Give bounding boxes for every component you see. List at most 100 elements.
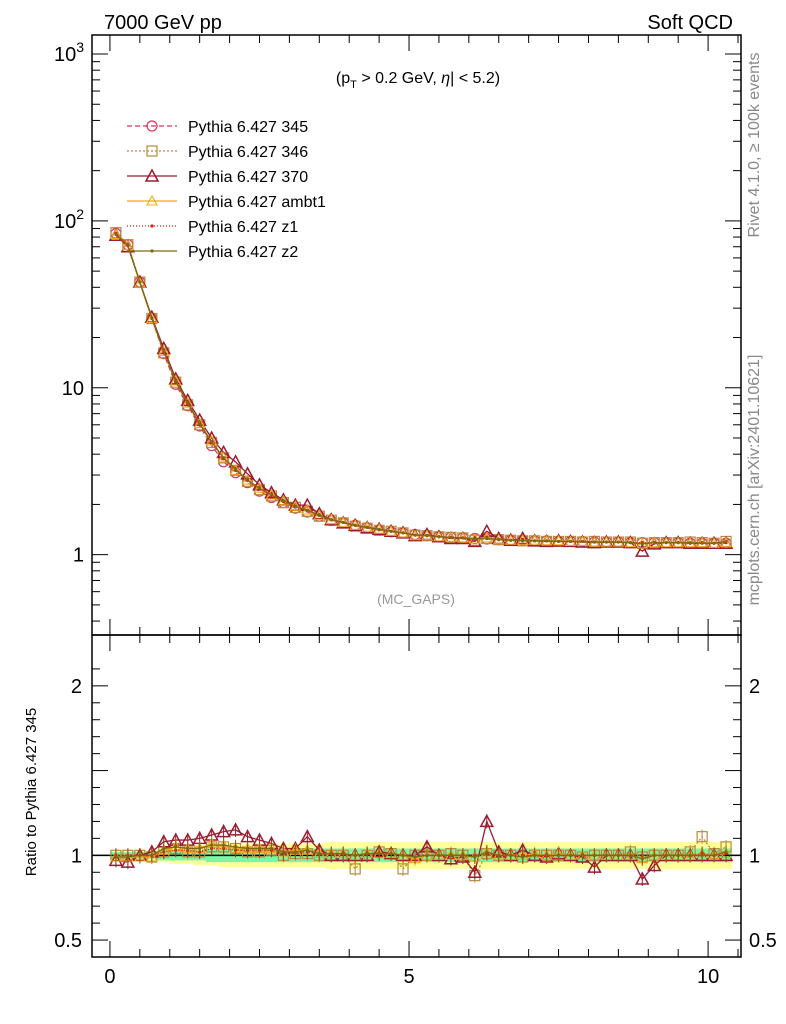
data-point (228, 454, 243, 468)
ratio-y-tick-label: 2 (71, 676, 82, 698)
ratio-series-group (108, 813, 734, 887)
data-point (712, 541, 716, 545)
ratio-point (635, 871, 650, 885)
data-point (157, 345, 170, 357)
header-left: 7000 GeV pp (104, 12, 222, 34)
data-point (329, 518, 333, 522)
ratio-y-tick-label: 0.5 (54, 930, 82, 952)
ratio-point (664, 853, 668, 857)
ratio-point (300, 829, 315, 843)
ratio-point (413, 855, 417, 859)
ratio-point (162, 846, 166, 851)
data-point (181, 396, 194, 408)
data-point (162, 349, 166, 353)
data-point (635, 543, 650, 557)
ratio-point (688, 853, 692, 857)
ratio-point (138, 853, 142, 857)
ratio-point (696, 831, 708, 843)
ratio-point (126, 855, 130, 859)
legend-label: Pythia 6.427 345 (188, 119, 308, 136)
legend-marker (146, 120, 158, 132)
data-point (515, 530, 530, 545)
ratio-point (724, 850, 728, 854)
legend-entry: Pythia 6.427 346 (127, 144, 308, 161)
ratio-series-pythia-6-427-z2 (114, 838, 728, 866)
data-point (241, 475, 254, 487)
y-tick-label: 10 (62, 378, 84, 400)
data-point (126, 244, 130, 248)
legend-marker (146, 194, 158, 206)
data-point (133, 276, 146, 288)
ratio-point (556, 853, 561, 857)
data-point (145, 312, 158, 324)
ratio-point (592, 853, 597, 857)
data-point (174, 379, 178, 383)
ratio-point (521, 855, 525, 859)
ratio-point (233, 845, 238, 849)
ratio-point (210, 843, 214, 847)
data-point (521, 539, 525, 543)
cut-label: (pT > 0.2 GeV, η| < 5.2) (336, 70, 500, 91)
data-point (269, 493, 274, 497)
data-point (700, 541, 704, 545)
legend-marker (150, 224, 154, 228)
data-point (114, 232, 118, 236)
series-line (115, 233, 727, 545)
ratio-point (479, 813, 495, 828)
data-point (150, 316, 154, 320)
data-point (317, 513, 321, 517)
data-point (628, 541, 632, 545)
data-point (221, 456, 226, 460)
ratio-point (216, 824, 231, 838)
data-point (580, 539, 585, 544)
ratio-point (281, 850, 286, 854)
data-point (305, 508, 309, 512)
ratio-point (437, 853, 441, 857)
ratio-point (568, 853, 573, 857)
ratio-frame (91, 634, 742, 958)
data-point (265, 488, 278, 500)
data-point (377, 527, 381, 531)
ratio-point (401, 853, 405, 857)
data-point (533, 539, 537, 543)
data-point (205, 434, 218, 446)
y-tick-label: 1 (73, 545, 84, 567)
ratio-point (712, 853, 716, 857)
data-point (552, 534, 565, 546)
ratio-point (221, 843, 226, 847)
ratio-line (115, 844, 727, 860)
ratio-point (616, 853, 620, 857)
data-point (281, 499, 286, 503)
ratio-point (461, 853, 465, 857)
ratio-point (509, 853, 513, 857)
data-point (301, 505, 313, 517)
mcplots-label: mcplots.cern.ch [arXiv:2401.10621] (746, 355, 763, 606)
ratio-point (150, 853, 154, 857)
legend-label: Pythia 6.427 z2 (188, 244, 298, 261)
data-point (169, 374, 182, 386)
legend-marker (150, 249, 154, 253)
data-point (401, 531, 405, 535)
ratio-point (544, 853, 549, 857)
ratio-line (115, 847, 727, 858)
series-pythia-6-427-z2 (114, 232, 728, 546)
ratio-point (587, 859, 602, 873)
data-point (245, 478, 250, 482)
ratio-point (443, 851, 459, 865)
ratio-point (652, 853, 656, 857)
legend-entry: Pythia 6.427 z1 (127, 219, 298, 236)
header-right: Soft QCD (647, 12, 733, 34)
ratio-point (108, 852, 124, 867)
data-point (186, 401, 190, 405)
ratio-y-tick-label-right: 1 (749, 845, 760, 867)
data-point (365, 525, 369, 529)
data-point (497, 538, 501, 542)
data-point (264, 485, 279, 499)
data-point (210, 440, 214, 444)
data-point (109, 228, 122, 239)
data-point (449, 535, 453, 539)
ratio-point (329, 852, 333, 856)
ratio-point (485, 850, 489, 854)
ratio-point (497, 853, 501, 857)
legend-marker (146, 145, 158, 157)
